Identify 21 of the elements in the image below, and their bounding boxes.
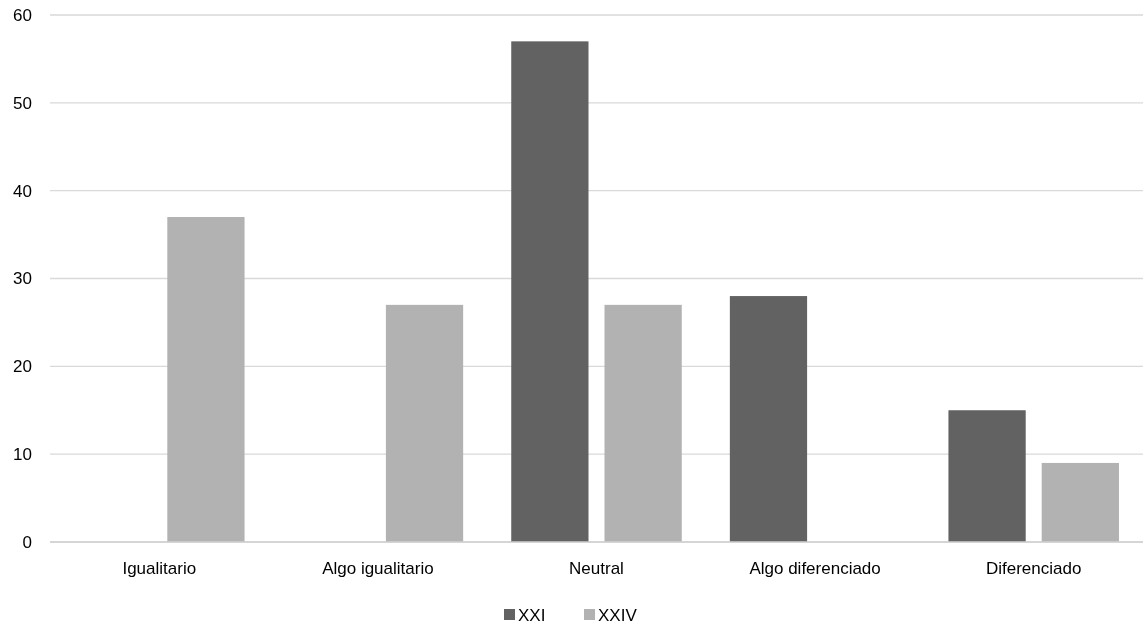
bar — [1041, 462, 1119, 542]
y-tick-label: 30 — [13, 269, 32, 289]
y-tick-label: 10 — [13, 445, 32, 465]
legend-label: XXI — [518, 605, 546, 625]
bar — [948, 410, 1026, 542]
x-tick-label: Algo igualitario — [322, 559, 434, 578]
y-tick-label: 40 — [13, 181, 32, 201]
legend-label: XXIV — [598, 605, 638, 625]
x-tick-label: Igualitario — [122, 559, 197, 578]
x-tick-label: Algo diferenciado — [749, 559, 881, 578]
y-tick-label: 50 — [13, 93, 32, 113]
y-tick-label: 20 — [13, 357, 32, 377]
y-tick-label: 60 — [13, 5, 32, 25]
x-tick-label: Neutral — [569, 559, 624, 578]
bar — [385, 304, 464, 542]
bar — [167, 217, 245, 542]
x-tick-label: Diferenciado — [985, 559, 1082, 578]
bar — [511, 41, 589, 542]
y-tick-label: 0 — [22, 532, 32, 552]
bar — [604, 304, 682, 542]
bar — [729, 296, 808, 542]
